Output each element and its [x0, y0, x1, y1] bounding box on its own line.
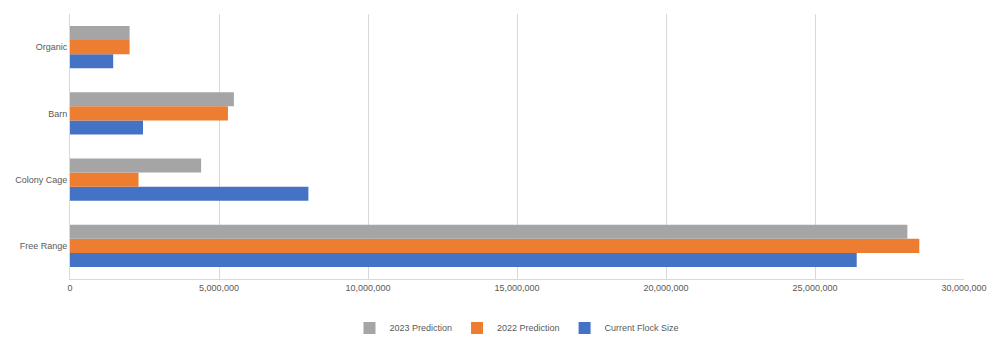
svg-text:25,000,000: 25,000,000: [792, 283, 837, 293]
svg-text:5,000,000: 5,000,000: [199, 283, 239, 293]
svg-text:Current Flock Size: Current Flock Size: [605, 323, 679, 333]
svg-text:Free Range: Free Range: [20, 241, 68, 251]
svg-text:20,000,000: 20,000,000: [643, 283, 688, 293]
svg-text:Organic: Organic: [36, 42, 68, 52]
svg-text:30,000,000: 30,000,000: [941, 283, 986, 293]
svg-text:0: 0: [67, 283, 72, 293]
svg-text:10,000,000: 10,000,000: [345, 283, 390, 293]
svg-text:Barn: Barn: [48, 109, 67, 119]
svg-text:2022 Prediction: 2022 Prediction: [497, 323, 560, 333]
svg-text:2023 Prediction: 2023 Prediction: [390, 323, 453, 333]
svg-text:15,000,000: 15,000,000: [494, 283, 539, 293]
svg-text:Colony Cage: Colony Cage: [15, 175, 67, 185]
